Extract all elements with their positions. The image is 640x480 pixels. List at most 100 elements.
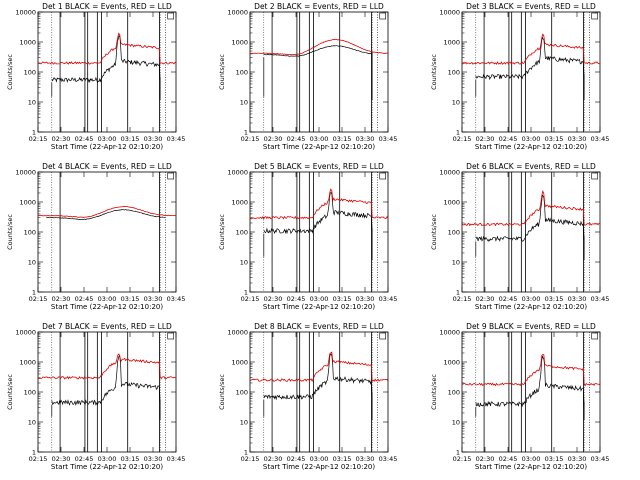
x-tick-label: 03:30 (144, 295, 163, 303)
lld-series-red (37, 205, 177, 218)
plot-frame (37, 11, 177, 133)
events-series-black (475, 355, 585, 408)
x-tick-label: 02:30 (264, 455, 283, 463)
lld-series-red (37, 353, 177, 380)
y-tick-label: 10 (240, 259, 248, 267)
x-tick-label: 02:15 (29, 455, 48, 463)
x-tick-label: 03:00 (98, 455, 117, 463)
y-tick-label: 1000 (231, 359, 248, 367)
legend-marker (379, 172, 387, 180)
plot-frame (461, 331, 601, 453)
y-tick-label: 1000 (443, 359, 460, 367)
x-tick-label: 03:30 (144, 135, 163, 143)
x-tick-label: 03:45 (379, 455, 398, 463)
x-tick-label: 02:15 (453, 135, 472, 143)
plot-frame (249, 11, 389, 133)
y-tick-label: 1 (244, 129, 248, 137)
panel-title: Det 5 BLACK = Events, RED = LLD (254, 162, 384, 171)
x-tick-label: 03:30 (568, 135, 587, 143)
y-axis-label: Counts/sec (430, 214, 438, 250)
x-tick-label: 02:45 (499, 455, 518, 463)
panel-det-4: Det 4 BLACK = Events, RED = LLD Counts/se… (6, 162, 185, 311)
y-tick-label: 1 (456, 449, 460, 457)
x-tick-label: 02:15 (241, 135, 260, 143)
events-series-black (263, 353, 373, 401)
x-tick-label: 03:15 (333, 455, 352, 463)
x-tick-label: 03:45 (167, 135, 186, 143)
y-axis-label: Counts/sec (6, 214, 14, 250)
x-axis-label: Start Time (22-Apr-12 02:10:20) (263, 463, 375, 471)
events-series-black (51, 35, 161, 84)
x-tick-label: 02:30 (52, 295, 71, 303)
lld-series-red (249, 39, 389, 56)
legend-marker (379, 332, 387, 340)
y-tick-label: 100 (24, 69, 36, 77)
panel-det-6: Det 6 BLACK = Events, RED = LLD Counts/se… (430, 162, 609, 311)
x-tick-label: 03:15 (333, 295, 352, 303)
y-tick-label: 10 (28, 419, 36, 427)
x-tick-label: 03:45 (379, 295, 398, 303)
legend-marker (591, 12, 599, 20)
x-tick-label: 03:30 (568, 295, 587, 303)
x-tick-label: 02:45 (75, 455, 94, 463)
y-tick-label: 1 (244, 449, 248, 457)
x-tick-label: 02:15 (29, 135, 48, 143)
legend-marker (591, 172, 599, 180)
y-axis-label: Counts/sec (6, 374, 14, 410)
lld-series-red (461, 354, 601, 387)
x-tick-label: 02:45 (287, 135, 306, 143)
y-tick-label: 10000 (227, 9, 248, 17)
y-tick-label: 10000 (439, 329, 460, 337)
y-tick-label: 10000 (15, 9, 36, 17)
panel-title: Det 7 BLACK = Events, RED = LLD (42, 322, 172, 331)
plot-frame (37, 171, 177, 293)
x-axis-label: Start Time (22-Apr-12 02:10:20) (51, 463, 163, 471)
x-tick-label: 03:45 (591, 455, 610, 463)
y-tick-label: 100 (448, 229, 460, 237)
panel-det-9: Det 9 BLACK = Events, RED = LLD Counts/se… (430, 322, 609, 471)
x-tick-label: 03:30 (356, 135, 375, 143)
lld-series-red (37, 32, 177, 65)
x-tick-label: 03:15 (545, 135, 564, 143)
panel-det-1: Det 1 BLACK = Events, RED = LLD Counts/se… (6, 2, 185, 151)
x-tick-label: 02:45 (499, 295, 518, 303)
panel-title: Det 9 BLACK = Events, RED = LLD (466, 322, 596, 331)
y-tick-label: 10000 (439, 9, 460, 17)
x-tick-label: 03:45 (591, 295, 610, 303)
y-tick-label: 10000 (15, 169, 36, 177)
y-tick-label: 1 (32, 449, 36, 457)
x-tick-label: 03:15 (121, 135, 140, 143)
legend-marker (167, 12, 175, 20)
x-axis-label: Start Time (22-Apr-12 02:10:20) (475, 463, 587, 471)
lld-series-red (249, 188, 389, 220)
x-tick-label: 03:00 (310, 455, 329, 463)
y-tick-label: 1000 (443, 39, 460, 47)
y-tick-label: 10 (452, 419, 460, 427)
x-tick-label: 03:45 (591, 135, 610, 143)
panel-det-2: Det 2 BLACK = Events, RED = LLD Counts/se… (218, 2, 397, 151)
x-axis-label: Start Time (22-Apr-12 02:10:20) (475, 143, 587, 151)
y-tick-label: 100 (236, 389, 248, 397)
legend-marker (167, 172, 175, 180)
y-tick-label: 1 (244, 289, 248, 297)
x-tick-label: 02:15 (241, 455, 260, 463)
x-tick-label: 02:45 (75, 295, 94, 303)
lld-series-red (461, 189, 601, 227)
events-series-black (51, 355, 161, 406)
x-tick-label: 02:45 (287, 295, 306, 303)
events-series-black (475, 35, 585, 81)
legend-marker (591, 332, 599, 340)
x-tick-label: 03:00 (310, 135, 329, 143)
y-tick-label: 1 (456, 289, 460, 297)
x-tick-label: 02:30 (264, 295, 283, 303)
panel-title: Det 1 BLACK = Events, RED = LLD (42, 2, 172, 11)
x-tick-label: 03:45 (167, 295, 186, 303)
x-tick-label: 03:15 (545, 295, 564, 303)
x-tick-label: 03:00 (310, 295, 329, 303)
y-tick-label: 1000 (19, 39, 36, 47)
plot-frame (461, 11, 601, 133)
x-tick-label: 02:30 (52, 135, 71, 143)
x-axis-label: Start Time (22-Apr-12 02:10:20) (263, 143, 375, 151)
panel-title: Det 8 BLACK = Events, RED = LLD (254, 322, 384, 331)
